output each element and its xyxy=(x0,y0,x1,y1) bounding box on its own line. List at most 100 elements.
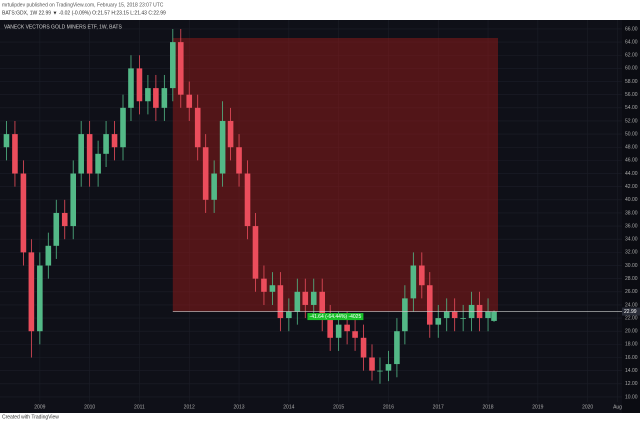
x-tick-label: 2020 xyxy=(582,404,593,410)
y-tick-label: 60.00 xyxy=(625,66,638,72)
candle-body xyxy=(45,245,52,266)
candle-body xyxy=(410,265,417,299)
candle-body xyxy=(202,147,209,200)
candle-body xyxy=(443,311,450,319)
candle-body xyxy=(310,291,317,305)
x-tick-label: 2013 xyxy=(233,404,244,410)
y-tick-label: 58.00 xyxy=(625,79,638,85)
candle-body xyxy=(402,298,408,332)
y-tick-label: 14.00 xyxy=(625,368,638,374)
y-tick-label: 28.00 xyxy=(625,276,638,282)
x-tick-label: 2015 xyxy=(333,404,344,410)
candle-body xyxy=(227,120,234,148)
candle-body xyxy=(20,173,27,253)
candle-body xyxy=(491,311,497,321)
candle-body xyxy=(252,226,259,279)
x-tick-label: 2011 xyxy=(134,404,145,410)
y-tick-label: 26.00 xyxy=(625,289,638,295)
candle-body xyxy=(319,291,326,319)
candle-body xyxy=(302,291,309,305)
candle-body xyxy=(286,311,292,319)
y-tick-label: 44.00 xyxy=(625,171,638,177)
y-tick-label: 62.00 xyxy=(625,53,638,59)
x-tick-label: 2010 xyxy=(84,404,95,410)
last-price-label: 22.99 xyxy=(624,309,637,315)
x-tick-label: 2012 xyxy=(184,404,195,410)
candle-body xyxy=(451,311,458,319)
candle-body xyxy=(485,311,491,319)
candle-body xyxy=(153,88,159,108)
candle-body xyxy=(136,68,143,102)
candle-body xyxy=(327,318,333,338)
x-tick-label: 2014 xyxy=(283,404,294,410)
publisher: mrtulipdev published on TradingView.com,… xyxy=(2,2,164,8)
x-tick-label: 2017 xyxy=(433,404,444,410)
candle-body xyxy=(211,173,217,200)
y-tick-label: 46.00 xyxy=(625,158,638,164)
chart-title: VANECK VECTORS GOLD MINERS ETF, 1W, BATS xyxy=(4,24,122,30)
candle-body xyxy=(369,357,375,371)
x-tick-label: 2018 xyxy=(482,404,493,410)
candle-body xyxy=(186,94,193,108)
y-tick-label: 10.00 xyxy=(625,394,638,400)
candle-body xyxy=(394,331,400,365)
candle-body xyxy=(111,134,118,148)
quote: BATS:GDX, 1W 22.99 ▼ -0.02 (-0.09%) O:21… xyxy=(2,10,166,16)
candle-body xyxy=(261,278,267,292)
x-tick-label: 2019 xyxy=(532,404,543,410)
y-tick-label: 38.00 xyxy=(625,210,638,216)
x-tick-label: 2016 xyxy=(383,404,394,410)
candle-body xyxy=(145,88,151,102)
candle-body xyxy=(269,285,276,292)
candle-body xyxy=(53,212,60,246)
y-tick-label: 32.00 xyxy=(625,250,638,256)
candle-body xyxy=(335,324,342,338)
y-tick-label: 36.00 xyxy=(625,223,638,229)
candle-body xyxy=(128,68,134,108)
y-tick-label: 48.00 xyxy=(625,145,638,151)
candle-body xyxy=(236,147,242,174)
candle-body xyxy=(385,364,392,371)
candle-body xyxy=(70,173,77,227)
footer: Created with TradingView xyxy=(2,414,59,420)
candle-body xyxy=(344,324,350,332)
x-tick-label: Aug xyxy=(613,404,622,410)
candle-body xyxy=(277,285,284,319)
candle-body xyxy=(28,252,35,332)
candle-body xyxy=(103,134,109,154)
candle-body xyxy=(37,265,43,332)
last-price-tag xyxy=(622,307,640,316)
y-tick-label: 66.00 xyxy=(625,26,638,32)
candle-body xyxy=(177,42,184,95)
y-tick-label: 56.00 xyxy=(625,92,638,98)
y-tick-label: 64.00 xyxy=(625,39,638,45)
x-tick-label: 2009 xyxy=(34,404,45,410)
y-tick-label: 40.00 xyxy=(625,197,638,203)
candle-body xyxy=(294,291,301,312)
y-tick-label: 18.00 xyxy=(625,342,638,348)
y-tick-label: 20.00 xyxy=(625,329,638,335)
y-tick-label: 22.00 xyxy=(625,315,638,321)
candle-body xyxy=(170,42,176,89)
y-tick-label: 52.00 xyxy=(625,118,638,124)
candle-body xyxy=(244,173,251,227)
candle-body xyxy=(61,212,68,227)
y-tick-label: 16.00 xyxy=(625,355,638,361)
y-tick-label: 34.00 xyxy=(625,237,638,243)
candle-body xyxy=(3,134,10,148)
candle-body xyxy=(95,153,101,174)
y-tick-label: 24.00 xyxy=(625,302,638,308)
y-tick-label: 50.00 xyxy=(625,131,638,137)
header-bar xyxy=(0,0,640,20)
candle-body xyxy=(360,337,367,358)
candle-body xyxy=(352,331,358,338)
candle-body xyxy=(219,120,226,174)
measure-label: -41.64 (-64.44%) -4025 xyxy=(310,314,362,320)
measure-box xyxy=(172,37,499,312)
measure-tag xyxy=(307,313,364,321)
candle-body xyxy=(12,134,18,174)
candle-body xyxy=(419,265,425,286)
candle-body xyxy=(377,370,383,372)
candle-body xyxy=(161,88,168,108)
